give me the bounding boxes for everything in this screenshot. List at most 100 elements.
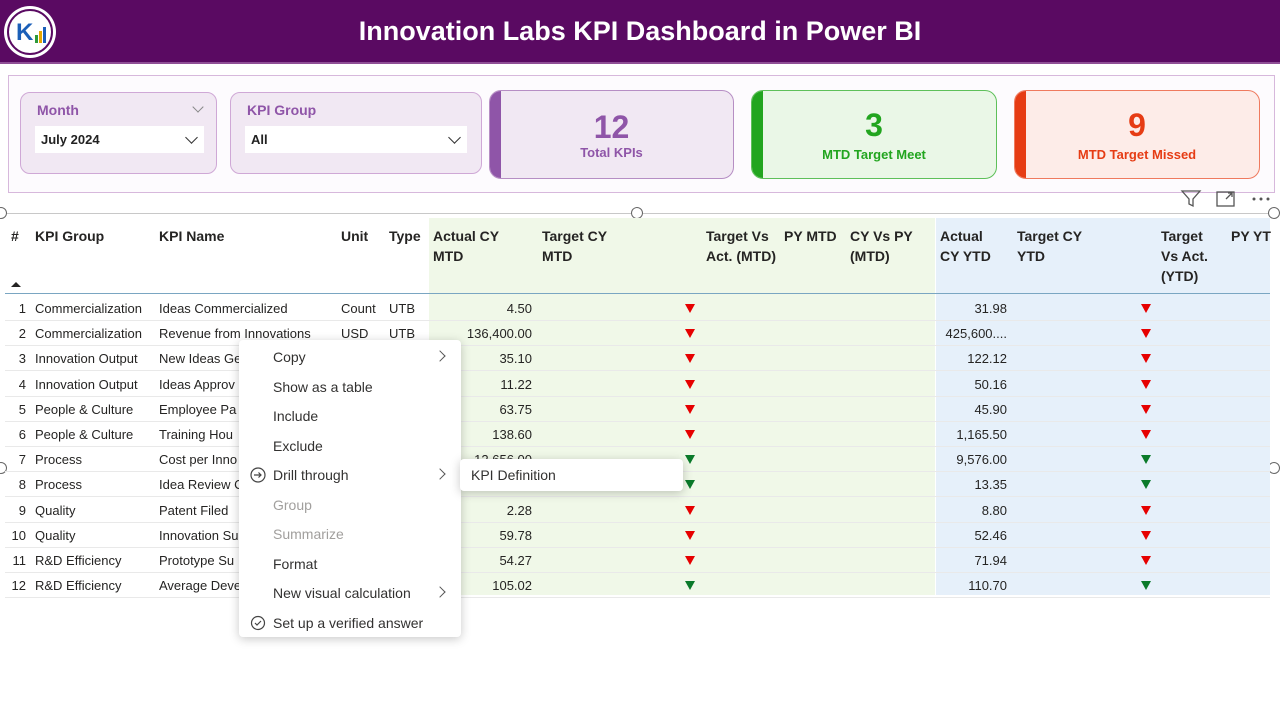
cell-kpi-name: Training Hou — [159, 427, 233, 442]
menu-item-format[interactable]: Format — [239, 549, 461, 578]
cell-index: 1 — [18, 301, 26, 316]
col-header-type[interactable]: Type — [389, 228, 421, 244]
month-value: July 2024 — [41, 132, 100, 147]
mtd-target-missed-value: 9 — [1128, 107, 1146, 143]
col-header-actual-cy-ytd[interactable]: Actual CY YTD — [940, 228, 991, 264]
month-slicer[interactable]: Month July 2024 — [20, 92, 217, 174]
kpi-group-dropdown[interactable]: All — [245, 126, 467, 153]
col-header-target-cy-ytd[interactable]: Target CY YTD — [1017, 228, 1082, 264]
menu-item-summarize: Summarize — [239, 519, 461, 548]
table-row[interactable]: 6 People & Culture Training Hou 138.60 1,165… — [0, 422, 1270, 447]
total-kpis-value: 12 — [593, 109, 630, 145]
menu-item-exclude[interactable]: Exclude — [239, 431, 461, 460]
dropdown-arrow-icon — [185, 131, 198, 144]
kpi-group-value: All — [251, 132, 268, 147]
cell-kpi-name: Prototype Su — [159, 553, 235, 568]
cell-actual-cy-mtd: 35.10 — [499, 351, 532, 367]
status-down-icon — [685, 379, 695, 389]
status-up-icon — [1141, 480, 1151, 490]
menu-item-label: Copy — [273, 349, 306, 365]
cell-kpi-name: Ideas Commercialized — [159, 301, 288, 316]
table-row[interactable]: 5 People & Culture Employee Pa 63.75 45.90 — [0, 397, 1270, 422]
table-row[interactable]: 9 Quality Patent Filed 2.28 8.80 — [0, 498, 1270, 523]
menu-item-label: Drill through — [273, 467, 349, 483]
cell-index: 8 — [18, 477, 26, 493]
cell-actual-cy-ytd: 122.12 — [967, 351, 1007, 367]
cell-actual-cy-ytd: 50.16 — [974, 376, 1007, 392]
status-down-icon — [685, 304, 695, 313]
context-menu: Copy Show as a table Include Exclude Drill t… — [239, 340, 461, 637]
cell-actual-cy-mtd: 59.78 — [499, 527, 532, 543]
status-down-icon — [1141, 329, 1151, 339]
col-header-index[interactable]: # — [11, 228, 19, 244]
cell-type: UTB — [389, 326, 415, 342]
table-row[interactable]: 4 Innovation Output Ideas Approv 11.22 50.16 — [0, 372, 1270, 397]
menu-item-label: Show as a table — [273, 378, 373, 395]
cell-index: 11 — [12, 553, 27, 568]
filter-icon[interactable] — [1180, 189, 1202, 209]
cell-kpi-name: Cost per Inno — [159, 452, 238, 468]
dropdown-arrow-icon — [448, 131, 461, 144]
total-kpis-label: Total KPIs — [580, 145, 643, 160]
col-header-actual-cy-mtd[interactable]: Actual CY MTD — [433, 228, 499, 264]
submenu-item-kpi-definition[interactable]: KPI Definition — [471, 467, 556, 483]
col-header-cy-vs-py-mtd[interactable]: CY Vs PY (MTD) — [850, 228, 913, 264]
mtd-target-meet-label: MTD Target Meet — [822, 147, 926, 162]
more-options-icon[interactable] — [1250, 189, 1272, 209]
menu-item-copy[interactable]: Copy — [239, 342, 461, 371]
status-up-icon — [1141, 455, 1151, 465]
month-dropdown[interactable]: July 2024 — [35, 126, 204, 153]
mtd-target-meet-value: 3 — [865, 107, 883, 143]
focus-mode-icon[interactable] — [1215, 189, 1237, 209]
table-row[interactable]: 12 R&D Efficiency Average Deve 105.02 110.70 — [0, 573, 1270, 599]
col-header-py-ytd[interactable]: PY YT — [1231, 228, 1271, 244]
cell-actual-cy-mtd: 136,400.00 — [466, 326, 532, 342]
menu-item-include[interactable]: Include — [239, 401, 461, 430]
col-header-unit[interactable]: Unit — [341, 228, 369, 244]
drill-through-submenu: KPI Definition — [460, 459, 683, 491]
row-divider — [5, 446, 1270, 447]
col-header-py-mtd[interactable]: PY MTD — [784, 228, 837, 244]
row-divider — [5, 521, 1270, 523]
row-divider — [5, 597, 1270, 599]
cell-actual-cy-mtd: 54.27 — [499, 553, 532, 568]
chevron-down-icon[interactable] — [192, 101, 204, 113]
row-divider — [5, 320, 1270, 321]
ytd-column-band — [936, 218, 1270, 595]
row-divider — [5, 572, 1270, 573]
total-kpis-card: 12 Total KPIs — [489, 90, 734, 179]
col-header-target-vs-act-ytd[interactable]: Target Vs Act. (YTD) — [1161, 228, 1208, 284]
col-header-kpi-group[interactable]: KPI Group — [35, 228, 105, 244]
table-row[interactable]: 8 Process Idea Review C 13.35 — [0, 472, 1270, 498]
col-header-kpi-name[interactable]: KPI Name — [159, 228, 225, 244]
status-up-icon — [685, 455, 695, 465]
menu-item-new-visual-calculation[interactable]: New visual calculation — [239, 578, 461, 607]
table-row[interactable]: 2 Commercialization Revenue from Innovatio… — [0, 321, 1270, 347]
cell-unit: USD — [341, 326, 369, 342]
col-header-target-cy-mtd[interactable]: Target CY MTD — [542, 228, 607, 264]
kpi-table[interactable]: # KPI Group KPI Name Unit Type Actual CY… — [0, 218, 1280, 599]
table-row[interactable]: 10 Quality Innovation Su 59.78 52.46 — [0, 523, 1270, 548]
table-row[interactable]: 3 Innovation Output New Ideas Ge 35.10 122.1… — [0, 346, 1270, 372]
cell-actual-cy-ytd: 9,576.00 — [956, 452, 1007, 468]
status-down-icon — [685, 530, 695, 540]
cell-kpi-name: Revenue from Innovations — [159, 326, 311, 342]
dashboard-header: K Innovation Labs KPI Dashboard in Power… — [0, 0, 1280, 64]
col-header-target-vs-act-mtd[interactable]: Target Vs Act. (MTD) — [706, 228, 776, 264]
status-down-icon — [685, 329, 695, 339]
cell-kpi-name: Patent Filed — [159, 502, 229, 518]
cell-kpi-group: Commercialization — [35, 301, 142, 316]
menu-item-show-as-a-table[interactable]: Show as a table — [239, 372, 461, 401]
sort-ascending-icon[interactable] — [10, 280, 22, 288]
status-down-icon — [685, 556, 695, 565]
cell-index: 10 — [11, 527, 26, 543]
table-row[interactable]: 1 Commercialization Ideas Commercialized Co… — [0, 296, 1270, 321]
menu-item-set-up-a-verified-answer[interactable]: Set up a verified answer — [239, 608, 461, 637]
visual-header — [1180, 189, 1272, 209]
verified-answer-icon — [250, 615, 266, 630]
row-divider — [5, 496, 1270, 498]
table-row[interactable]: 11 R&D Efficiency Prototype Su 54.27 71.94 — [0, 548, 1270, 573]
cell-index: 4 — [18, 376, 26, 392]
kpi-group-slicer[interactable]: KPI Group All — [230, 92, 482, 174]
menu-item-drill-through[interactable]: Drill through — [239, 460, 461, 489]
